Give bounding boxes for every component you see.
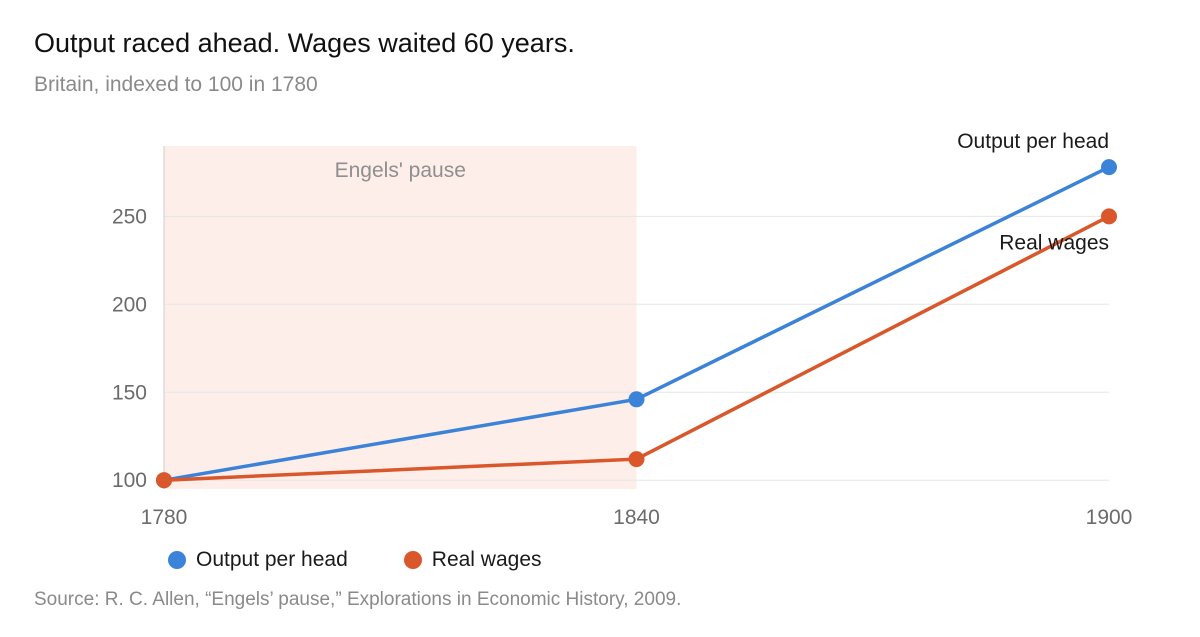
- y-tick-label: 250: [112, 205, 147, 228]
- x-tick-label: 1780: [141, 506, 188, 529]
- y-tick-label: 150: [112, 381, 147, 404]
- source-note: Source: R. C. Allen, “Engels’ pause,” Ex…: [34, 589, 682, 610]
- data-point-real-wages: [628, 451, 645, 468]
- legend-label-output: Output per head: [196, 548, 348, 571]
- data-point-real-wages: [1101, 208, 1117, 225]
- legend-item-wages: Real wages: [403, 548, 542, 572]
- x-axis-ticks: 1780 1840 1900: [141, 506, 1133, 529]
- y-axis-ticks: 100 150 200 250: [112, 205, 147, 492]
- chart-legend: Output per head Real wages: [168, 548, 598, 572]
- y-tick-label: 100: [112, 469, 147, 492]
- end-label-output-per-head: Output per head: [957, 130, 1109, 153]
- x-tick-label: 1840: [613, 506, 660, 529]
- legend-item-output: Output per head: [168, 548, 348, 572]
- chart-subtitle: Britain, indexed to 100 in 1780: [34, 73, 318, 96]
- end-label-real-wages: Real wages: [999, 231, 1109, 254]
- legend-swatch-output: [168, 551, 186, 569]
- legend-label-wages: Real wages: [431, 548, 542, 571]
- data-point-output-per-head: [628, 391, 645, 408]
- y-tick-label: 200: [112, 293, 147, 316]
- x-tick-label: 1900: [1086, 506, 1133, 529]
- legend-swatch-wages: [403, 551, 422, 569]
- series-points: [156, 159, 1117, 489]
- chart-title: Output raced ahead. Wages waited 60 year…: [34, 28, 575, 58]
- engels-pause-label: Engels' pause: [335, 159, 466, 182]
- engels-pause-band: [164, 146, 637, 489]
- data-point-real-wages: [156, 472, 172, 489]
- data-point-output-per-head: [1101, 159, 1117, 176]
